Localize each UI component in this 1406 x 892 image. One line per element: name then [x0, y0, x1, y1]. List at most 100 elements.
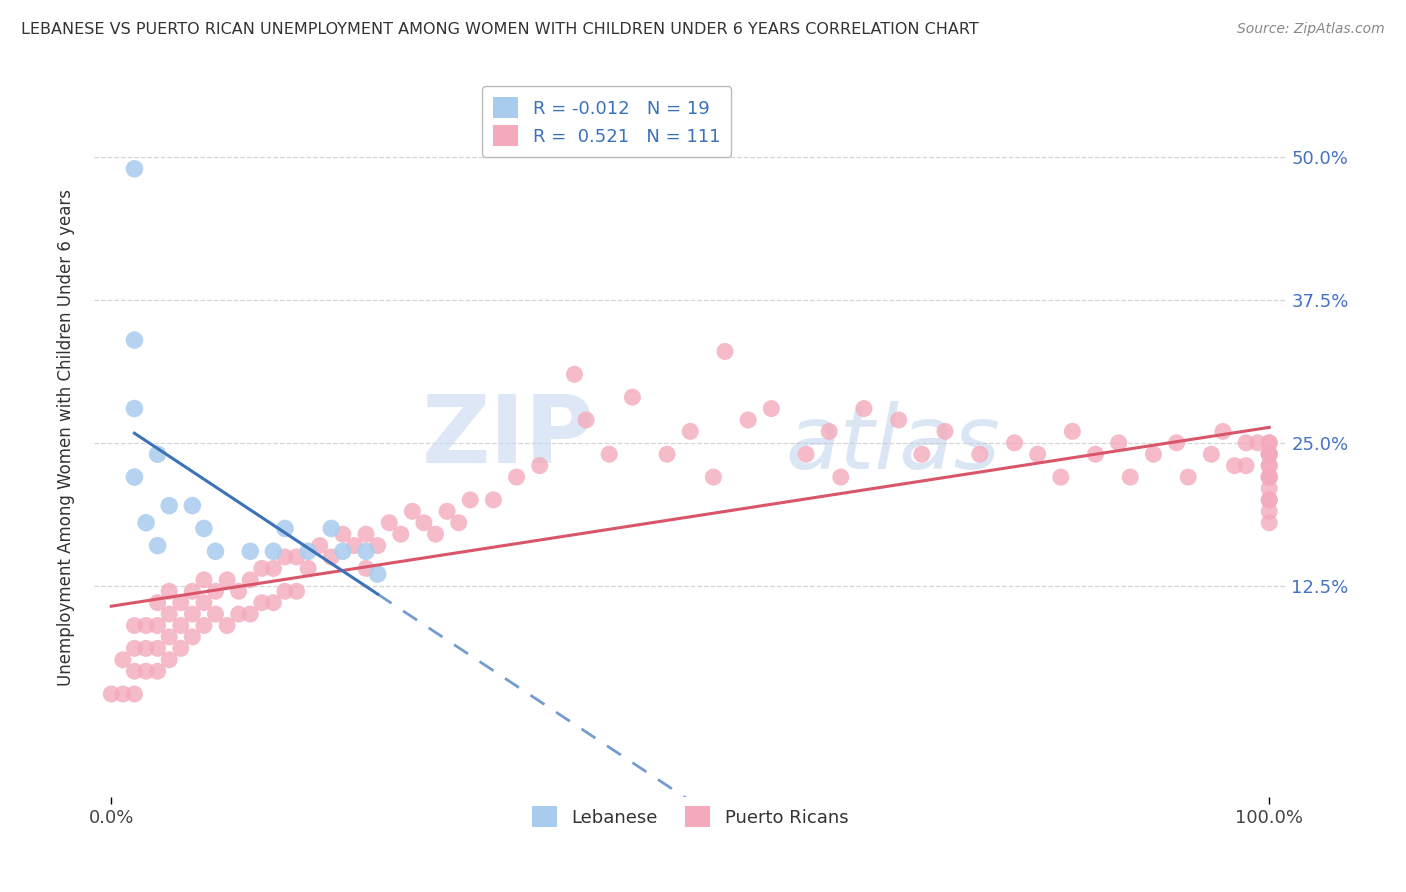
Point — [157, 630, 180, 644]
Point — [1258, 447, 1281, 461]
Point — [1142, 447, 1164, 461]
Point — [135, 641, 157, 656]
Point — [217, 573, 239, 587]
Point — [1246, 435, 1268, 450]
Point — [1166, 435, 1188, 450]
Point — [285, 584, 308, 599]
Point — [1258, 492, 1281, 507]
Point — [1062, 425, 1084, 439]
Point — [1177, 470, 1199, 484]
Point — [146, 539, 169, 553]
Point — [436, 504, 458, 518]
Point — [1258, 458, 1281, 473]
Point — [204, 584, 226, 599]
Point — [354, 561, 377, 575]
Point — [124, 664, 146, 678]
Point — [111, 687, 134, 701]
Point — [157, 584, 180, 599]
Point — [1234, 458, 1257, 473]
Point — [1108, 435, 1130, 450]
Point — [1201, 447, 1223, 461]
Point — [181, 499, 204, 513]
Point — [135, 618, 157, 632]
Point — [146, 596, 169, 610]
Point — [332, 527, 354, 541]
Text: Source: ZipAtlas.com: Source: ZipAtlas.com — [1237, 22, 1385, 37]
Text: ZIP: ZIP — [422, 391, 595, 483]
Point — [193, 596, 215, 610]
Point — [124, 687, 146, 701]
Point — [250, 561, 273, 575]
Point — [367, 567, 389, 582]
Point — [274, 584, 297, 599]
Point — [413, 516, 436, 530]
Point — [1258, 435, 1281, 450]
Point — [378, 516, 401, 530]
Point — [250, 596, 273, 610]
Point — [146, 641, 169, 656]
Point — [1258, 492, 1281, 507]
Point — [505, 470, 527, 484]
Point — [124, 618, 146, 632]
Point — [228, 607, 250, 621]
Point — [1258, 470, 1281, 484]
Point — [124, 161, 146, 176]
Point — [193, 618, 215, 632]
Point — [702, 470, 724, 484]
Point — [529, 458, 551, 473]
Point — [969, 447, 991, 461]
Point — [1049, 470, 1071, 484]
Point — [354, 527, 377, 541]
Point — [447, 516, 470, 530]
Point — [239, 607, 262, 621]
Point — [157, 653, 180, 667]
Point — [911, 447, 934, 461]
Point — [217, 618, 239, 632]
Point — [458, 492, 481, 507]
Point — [1223, 458, 1246, 473]
Text: LEBANESE VS PUERTO RICAN UNEMPLOYMENT AMONG WOMEN WITH CHILDREN UNDER 6 YEARS CO: LEBANESE VS PUERTO RICAN UNEMPLOYMENT AM… — [21, 22, 979, 37]
Point — [679, 425, 702, 439]
Point — [1234, 435, 1257, 450]
Point — [193, 573, 215, 587]
Point — [1258, 504, 1281, 518]
Point — [146, 664, 169, 678]
Y-axis label: Unemployment Among Women with Children Under 6 years: Unemployment Among Women with Children U… — [58, 188, 75, 686]
Point — [1258, 516, 1281, 530]
Point — [285, 549, 308, 564]
Point — [135, 664, 157, 678]
Point — [297, 544, 319, 558]
Point — [111, 653, 134, 667]
Point — [575, 413, 598, 427]
Point — [274, 549, 297, 564]
Point — [124, 641, 146, 656]
Legend: Lebanese, Puerto Ricans: Lebanese, Puerto Ricans — [524, 799, 856, 835]
Point — [1258, 458, 1281, 473]
Point — [1258, 470, 1281, 484]
Point — [204, 607, 226, 621]
Point — [262, 544, 284, 558]
Point — [1258, 435, 1281, 450]
Point — [135, 516, 157, 530]
Text: atlas: atlas — [786, 401, 1001, 487]
Point — [193, 521, 215, 535]
Point — [181, 630, 204, 644]
Point — [425, 527, 447, 541]
Point — [157, 499, 180, 513]
Point — [274, 521, 297, 535]
Point — [1119, 470, 1142, 484]
Point — [124, 333, 146, 347]
Point — [157, 607, 180, 621]
Point — [1258, 482, 1281, 496]
Point — [100, 687, 122, 701]
Point — [262, 561, 284, 575]
Point — [124, 470, 146, 484]
Point — [621, 390, 644, 404]
Point — [761, 401, 783, 416]
Point — [321, 521, 343, 535]
Point — [794, 447, 817, 461]
Point — [1258, 470, 1281, 484]
Point — [170, 596, 193, 610]
Point — [170, 641, 193, 656]
Point — [343, 539, 366, 553]
